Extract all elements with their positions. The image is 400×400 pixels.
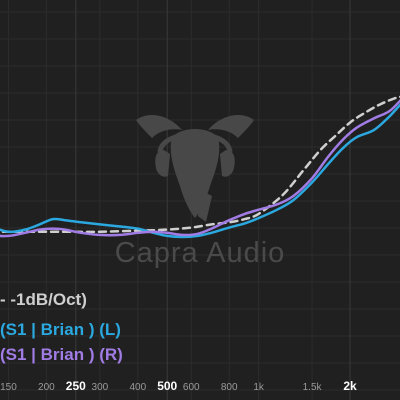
- x-tick-label: 400: [129, 382, 146, 393]
- x-tick-label: 600: [183, 382, 200, 393]
- x-tick-label: 500: [157, 379, 177, 393]
- legend-entry-target: - -1dB/Oct): [0, 290, 87, 309]
- series-line-1: [0, 103, 400, 239]
- chart-series: [0, 95, 400, 239]
- x-tick-label: 1.5k: [303, 382, 323, 393]
- x-tick-label: 1k: [253, 382, 265, 393]
- goat-head-headphones-icon: [136, 115, 254, 222]
- series-line-2: [0, 99, 400, 238]
- legend-entry-left-channel: (S1 | Brian ) (L): [0, 320, 121, 339]
- legend-entry-right-channel: (S1 | Brian ) (R): [0, 345, 123, 364]
- x-tick-label: 300: [92, 382, 109, 393]
- x-tick-label: 800: [221, 382, 238, 393]
- x-tick-label: 200: [38, 382, 55, 393]
- x-tick-label: 2k: [343, 379, 357, 393]
- watermark: Capra Audio: [115, 115, 286, 269]
- series-line-0: [0, 95, 400, 234]
- watermark-brand-text: Capra Audio: [115, 237, 286, 269]
- x-tick-label: 250: [66, 379, 86, 393]
- x-tick-label: 150: [0, 382, 17, 393]
